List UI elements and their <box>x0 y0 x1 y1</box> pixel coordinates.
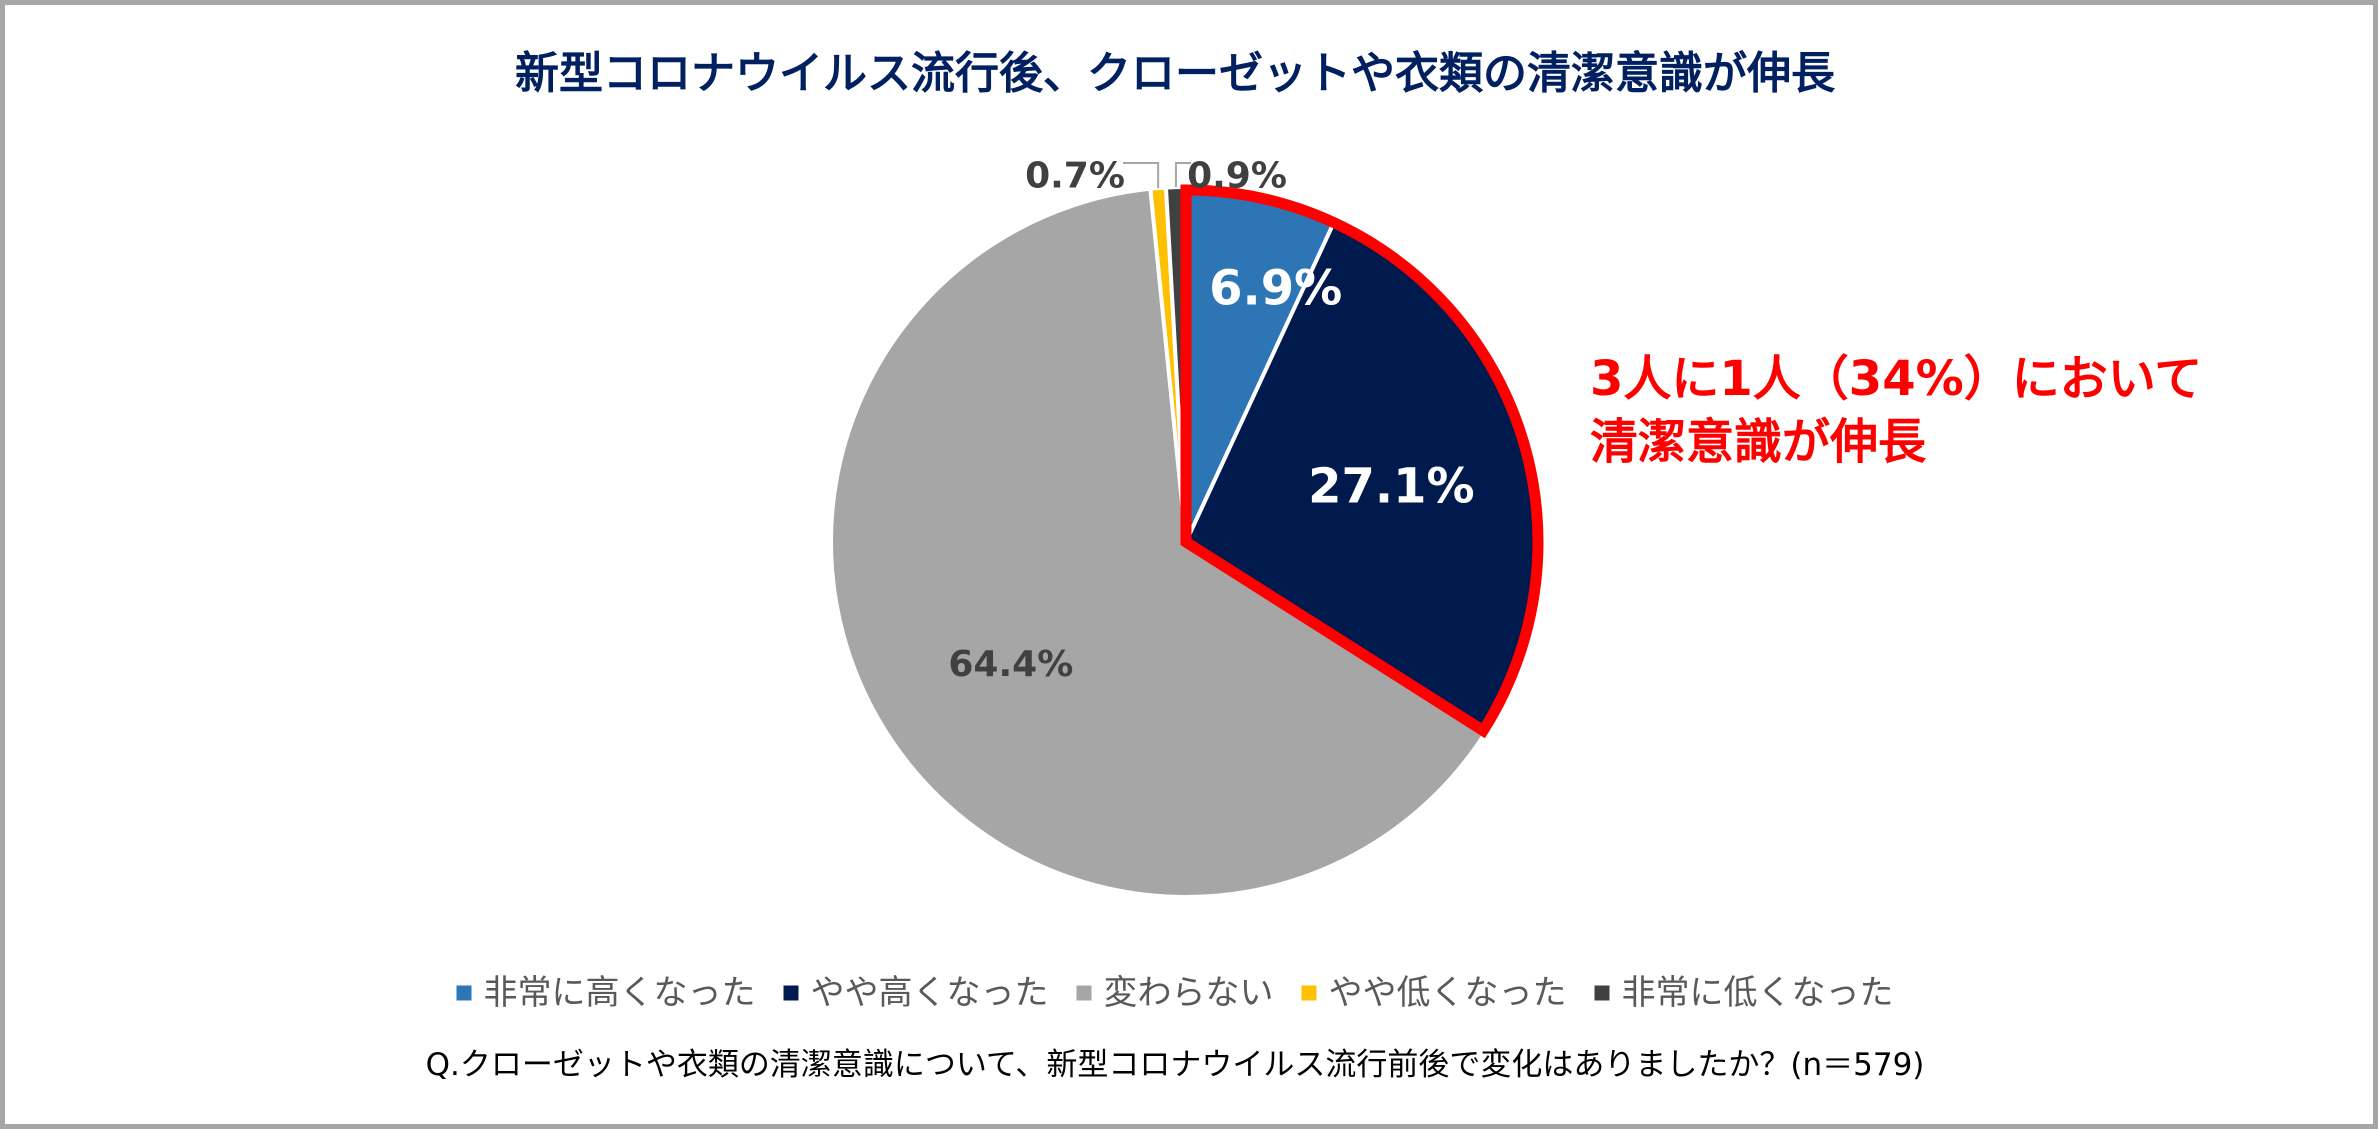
chart-title: 新型コロナウイルス流行後、クローゼットや衣類の清潔意識が伸長 <box>515 48 1836 99</box>
callout-line-1: 3人に1人（34%）において <box>1590 351 2202 407</box>
legend: 非常に高くなった やや高くなった 変わらない やや低くなった 非常に低くなった <box>456 973 1893 1013</box>
data-label-2: 64.4% <box>948 644 1073 685</box>
legend-label-1: やや高くなった <box>811 973 1049 1013</box>
legend-label-3: やや低くなった <box>1328 973 1566 1013</box>
leader-line-4 <box>1174 162 1191 188</box>
legend-swatch-2 <box>1076 985 1092 1001</box>
legend-label-0: 非常に高くなった <box>484 973 756 1013</box>
legend-label-4: 非常に低くなった <box>1621 973 1893 1013</box>
data-label-3: 0.7% <box>1025 156 1125 197</box>
pie-slice-2 <box>829 186 1489 899</box>
legend-swatch-4 <box>1594 985 1610 1001</box>
leader-line-3 <box>1123 162 1160 189</box>
legend-swatch-3 <box>1301 985 1317 1001</box>
footnote-question: Q.クローゼットや衣類の清潔意識について、新型コロナウイルス流行前後で変化はあり… <box>426 1047 1925 1083</box>
legend-swatch-1 <box>783 985 799 1001</box>
data-label-0: 6.9% <box>1209 260 1342 316</box>
legend-label-2: 変わらない <box>1104 973 1274 1013</box>
legend-swatch-0 <box>456 985 472 1001</box>
highlight-outline <box>1180 184 1544 739</box>
data-label-1: 27.1% <box>1308 458 1475 514</box>
pie-chart: 新型コロナウイルス流行後、クローゼットや衣類の清潔意識が伸長 6.9% 27.1%… <box>426 48 2203 1083</box>
data-label-4: 0.9% <box>1187 156 1287 197</box>
callout-line-2: 清潔意識が伸長 <box>1590 414 1927 470</box>
